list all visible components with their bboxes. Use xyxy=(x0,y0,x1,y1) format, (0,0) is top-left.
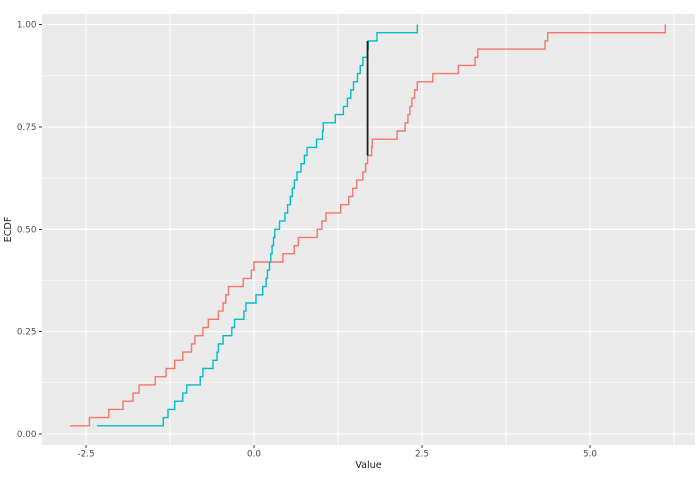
x-tick-label: 5.0 xyxy=(583,450,597,460)
y-tick-label: 1.00 xyxy=(17,21,37,31)
ecdf-line-sample-red xyxy=(69,24,666,427)
x-tick-label: 2.5 xyxy=(415,450,429,460)
y-tick-label: 0.25 xyxy=(17,328,37,338)
ecdf-line-sample-teal xyxy=(96,24,418,427)
y-tick-label: 0.00 xyxy=(17,430,37,440)
ecdf-step-lines xyxy=(69,24,666,427)
y-axis-title: ECDF xyxy=(3,217,14,243)
y-axis-tick-labels: 0.00 0.25 0.50 0.75 1.00 xyxy=(17,21,37,441)
x-tick-label: 0.0 xyxy=(247,450,261,460)
x-tick-label: -2.5 xyxy=(77,450,94,460)
y-tick-label: 0.75 xyxy=(17,123,37,133)
axis-tick-marks xyxy=(39,24,591,448)
x-axis-tick-labels: -2.5 0.0 2.5 5.0 xyxy=(77,450,597,460)
x-axis-title: Value xyxy=(355,460,381,471)
y-tick-label: 0.50 xyxy=(17,225,37,235)
major-gridlines xyxy=(42,14,695,445)
